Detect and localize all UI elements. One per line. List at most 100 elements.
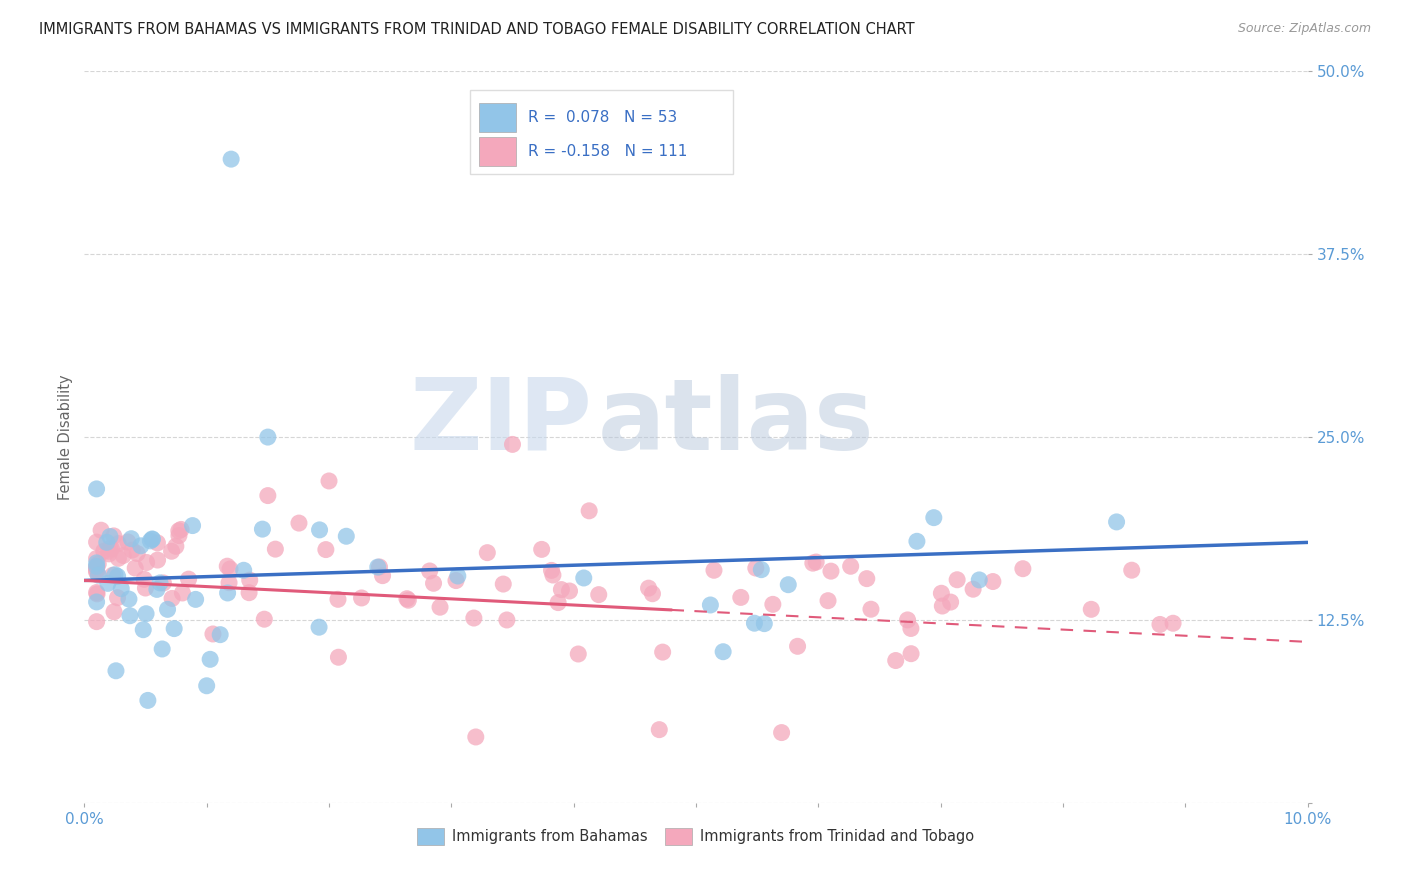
Immigrants from Trinidad and Tobago <box>939 595 962 609</box>
Immigrants from Bahamas <box>1105 515 1128 529</box>
Immigrants from Trinidad and Tobago <box>492 577 515 591</box>
Immigrants from Bahamas <box>922 510 945 524</box>
Immigrants from Trinidad and Tobago <box>463 611 485 625</box>
Immigrants from Trinidad and Tobago <box>238 585 260 599</box>
Immigrants from Bahamas <box>150 642 173 657</box>
Immigrants from Trinidad and Tobago <box>160 544 183 558</box>
Immigrants from Trinidad and Tobago <box>167 528 190 542</box>
Immigrants from Trinidad and Tobago <box>1080 602 1102 616</box>
Immigrants from Trinidad and Tobago <box>1149 617 1171 632</box>
Immigrants from Bahamas <box>367 560 389 574</box>
Immigrants from Trinidad and Tobago <box>328 650 350 665</box>
Text: R =  0.078   N = 53: R = 0.078 N = 53 <box>529 110 678 125</box>
Immigrants from Trinidad and Tobago <box>368 560 391 574</box>
Immigrants from Trinidad and Tobago <box>219 562 242 576</box>
Immigrants from Bahamas <box>447 569 470 583</box>
Immigrants from Trinidad and Tobago <box>648 723 671 737</box>
Immigrants from Trinidad and Tobago <box>558 584 581 599</box>
Immigrants from Bahamas <box>744 616 766 631</box>
Immigrants from Trinidad and Tobago <box>152 576 174 591</box>
Immigrants from Trinidad and Tobago <box>931 586 953 600</box>
Immigrants from Bahamas <box>86 482 108 496</box>
Immigrants from Trinidad and Tobago <box>124 561 146 575</box>
Immigrants from Trinidad and Tobago <box>1121 563 1143 577</box>
Immigrants from Trinidad and Tobago <box>103 605 125 619</box>
Immigrants from Trinidad and Tobago <box>703 563 725 577</box>
Immigrants from Trinidad and Tobago <box>177 572 200 586</box>
Immigrants from Bahamas <box>98 530 121 544</box>
Immigrants from Trinidad and Tobago <box>395 591 418 606</box>
Immigrants from Bahamas <box>110 582 132 596</box>
Immigrants from Trinidad and Tobago <box>86 551 108 566</box>
Immigrants from Trinidad and Tobago <box>218 575 240 590</box>
Immigrants from Trinidad and Tobago <box>146 553 169 567</box>
FancyBboxPatch shape <box>470 90 733 174</box>
Immigrants from Trinidad and Tobago <box>90 523 112 537</box>
Immigrants from Bahamas <box>156 602 179 616</box>
Immigrants from Trinidad and Tobago <box>762 598 785 612</box>
Immigrants from Trinidad and Tobago <box>896 613 918 627</box>
Immigrants from Trinidad and Tobago <box>804 555 827 569</box>
Immigrants from Trinidad and Tobago <box>931 599 953 613</box>
Immigrants from Bahamas <box>129 539 152 553</box>
Immigrants from Bahamas <box>308 523 330 537</box>
Immigrants from Bahamas <box>141 532 163 546</box>
Immigrants from Trinidad and Tobago <box>981 574 1004 589</box>
Immigrants from Bahamas <box>711 645 734 659</box>
Immigrants from Bahamas <box>778 577 800 591</box>
Immigrants from Trinidad and Tobago <box>730 591 752 605</box>
Immigrants from Trinidad and Tobago <box>550 582 572 597</box>
Immigrants from Trinidad and Tobago <box>86 585 108 599</box>
Immigrants from Bahamas <box>184 592 207 607</box>
Immigrants from Trinidad and Tobago <box>859 602 882 616</box>
Immigrants from Bahamas <box>120 532 142 546</box>
Immigrants from Trinidad and Tobago <box>547 596 569 610</box>
Immigrants from Trinidad and Tobago <box>396 593 419 607</box>
Immigrants from Trinidad and Tobago <box>239 573 262 587</box>
Immigrants from Trinidad and Tobago <box>477 546 499 560</box>
Immigrants from Trinidad and Tobago <box>167 524 190 538</box>
Immigrants from Trinidad and Tobago <box>422 576 444 591</box>
Immigrants from Bahamas <box>572 571 595 585</box>
Immigrants from Trinidad and Tobago <box>170 523 193 537</box>
Immigrants from Trinidad and Tobago <box>464 730 486 744</box>
Immigrants from Trinidad and Tobago <box>770 725 793 739</box>
Immigrants from Bahamas <box>232 563 254 577</box>
Immigrants from Trinidad and Tobago <box>103 529 125 543</box>
Immigrants from Trinidad and Tobago <box>160 591 183 606</box>
Immigrants from Trinidad and Tobago <box>121 543 143 558</box>
Immigrants from Trinidad and Tobago <box>135 556 157 570</box>
Immigrants from Trinidad and Tobago <box>112 549 135 563</box>
Immigrants from Trinidad and Tobago <box>86 561 108 575</box>
Immigrants from Bahamas <box>754 616 776 631</box>
Immigrants from Trinidad and Tobago <box>146 536 169 550</box>
Immigrants from Trinidad and Tobago <box>502 437 524 451</box>
Immigrants from Trinidad and Tobago <box>900 622 922 636</box>
Immigrants from Trinidad and Tobago <box>855 572 877 586</box>
Immigrants from Trinidad and Tobago <box>98 547 121 561</box>
Immigrants from Bahamas <box>86 595 108 609</box>
Immigrants from Bahamas <box>87 568 110 582</box>
Immigrants from Trinidad and Tobago <box>540 563 562 577</box>
Immigrants from Bahamas <box>86 556 108 570</box>
Immigrants from Trinidad and Tobago <box>107 591 129 605</box>
Immigrants from Trinidad and Tobago <box>257 489 280 503</box>
Immigrants from Trinidad and Tobago <box>1012 562 1035 576</box>
Immigrants from Bahamas <box>96 535 118 549</box>
Immigrants from Trinidad and Tobago <box>946 573 969 587</box>
Immigrants from Trinidad and Tobago <box>217 559 239 574</box>
Immigrants from Trinidad and Tobago <box>100 541 122 556</box>
Immigrants from Bahamas <box>219 152 242 166</box>
Immigrants from Bahamas <box>308 620 330 634</box>
Immigrants from Bahamas <box>141 533 163 547</box>
Text: ZIP: ZIP <box>409 374 592 471</box>
Immigrants from Trinidad and Tobago <box>651 645 673 659</box>
Immigrants from Trinidad and Tobago <box>86 565 108 579</box>
Immigrants from Trinidad and Tobago <box>93 544 115 558</box>
Immigrants from Trinidad and Tobago <box>530 542 553 557</box>
Immigrants from Trinidad and Tobago <box>87 557 110 571</box>
Immigrants from Bahamas <box>86 559 108 574</box>
Immigrants from Trinidad and Tobago <box>86 559 108 574</box>
Immigrants from Trinidad and Tobago <box>884 654 907 668</box>
Immigrants from Bahamas <box>967 573 990 587</box>
